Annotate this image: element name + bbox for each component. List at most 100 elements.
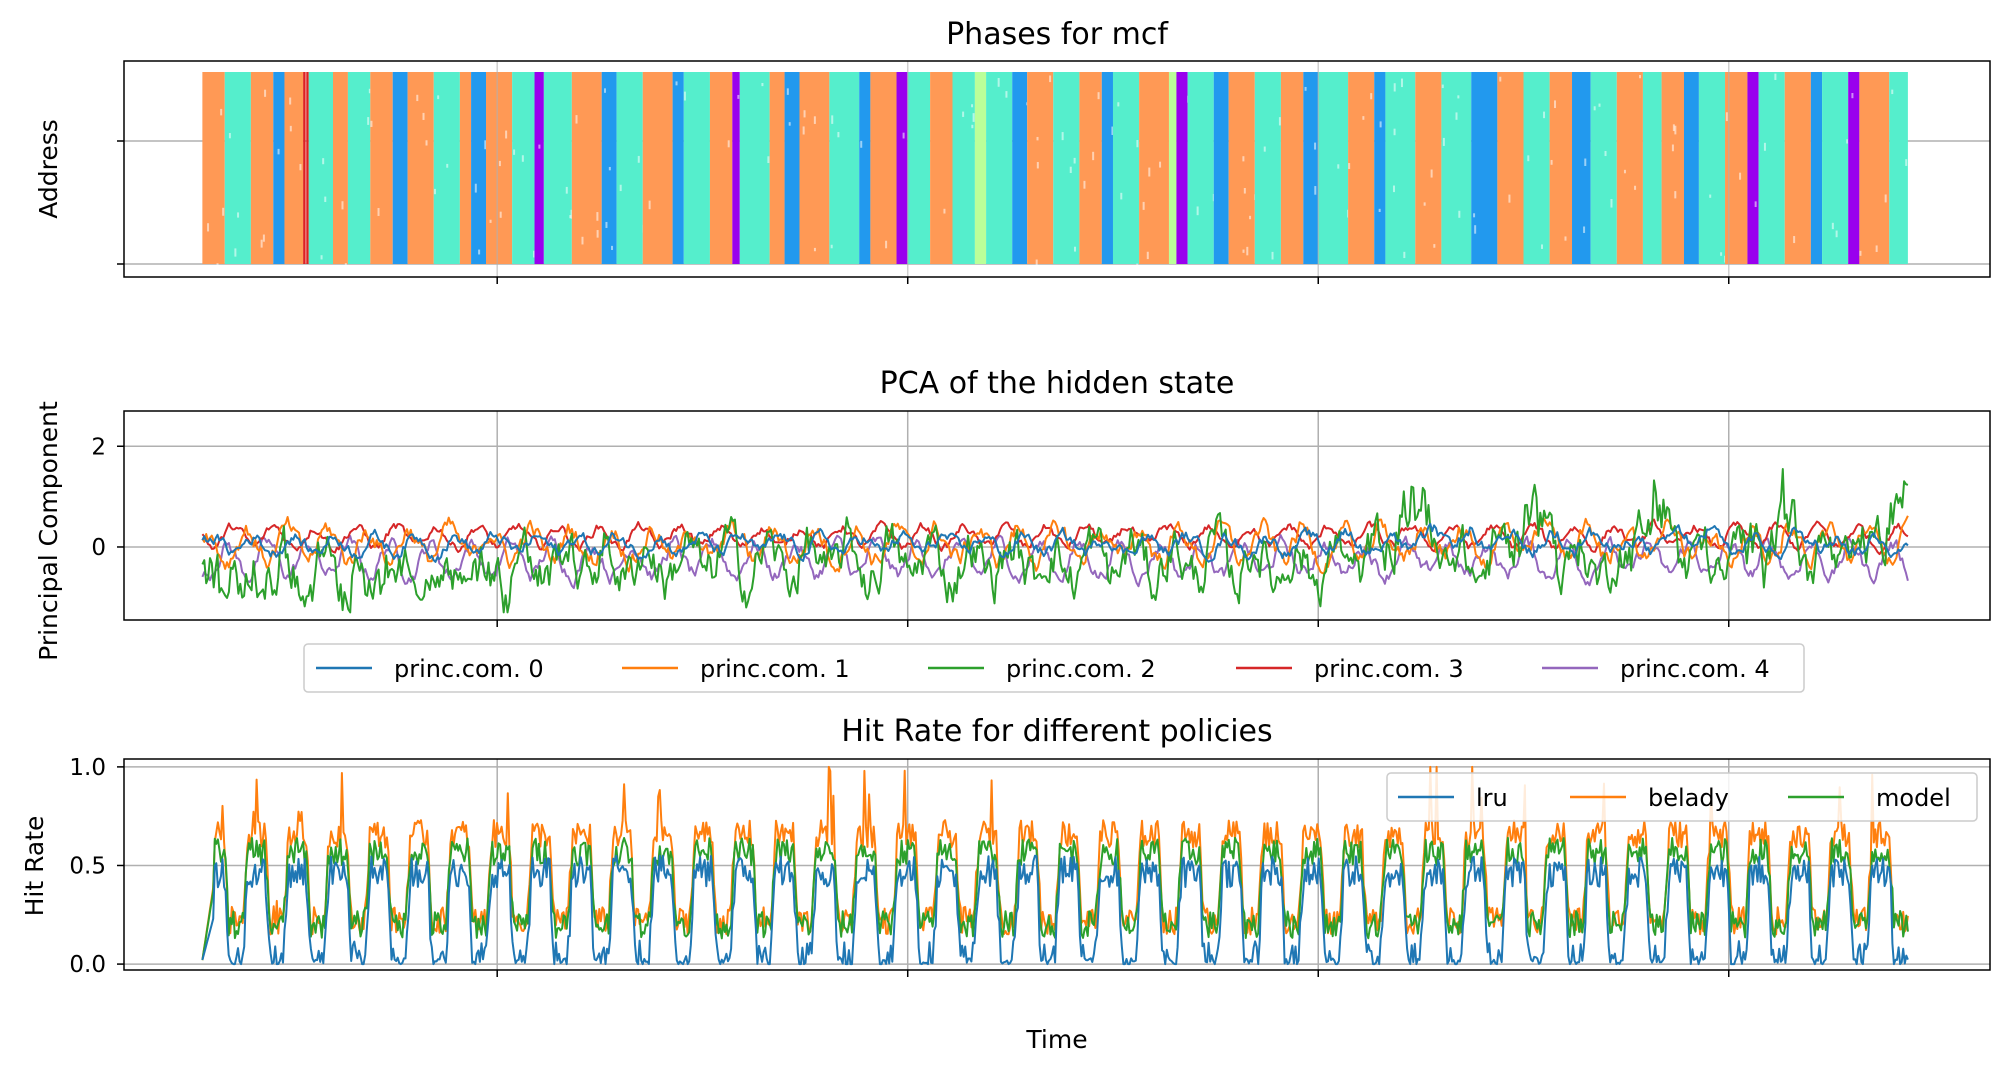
phase-band [1848, 72, 1860, 264]
phase-band [709, 72, 733, 264]
phase-band [1228, 72, 1255, 264]
phase-speckle [220, 108, 223, 116]
phase-speckle [416, 94, 419, 102]
phase-speckle [1142, 201, 1145, 210]
phase-speckle [813, 247, 816, 252]
pca-series [201, 468, 1909, 614]
phase-band [769, 72, 785, 264]
phase-band [1101, 72, 1113, 264]
phase-speckle [619, 184, 622, 192]
phase-band [1810, 72, 1823, 264]
phase-speckle [1271, 251, 1274, 260]
phase-speckle [1441, 84, 1444, 89]
phase-speckle [1543, 111, 1546, 119]
phase-speckle [1610, 199, 1613, 208]
phase-speckle [320, 255, 323, 260]
phase-speckle [1835, 230, 1838, 238]
phase-speckle [1073, 157, 1076, 164]
phase-speckle [648, 200, 651, 210]
phase-band [732, 72, 740, 264]
phase-speckle [1550, 159, 1553, 165]
phase-speckle [216, 263, 219, 271]
phase-speckle [1583, 226, 1586, 233]
phase-band [829, 72, 860, 264]
phase-band [1698, 72, 1726, 264]
phase-speckle [1709, 194, 1712, 198]
phase-speckle [425, 140, 428, 146]
phase-speckle [499, 211, 502, 218]
hitrate-line-lru [201, 854, 1909, 966]
phase-speckle [368, 88, 371, 94]
phase-band [1012, 72, 1028, 264]
phase-speckle [1069, 166, 1072, 174]
phase-speckle [1083, 180, 1086, 189]
phase-speckle [1304, 86, 1307, 91]
pca-yticks: 20 [91, 434, 124, 561]
phase-speckle [237, 212, 240, 218]
phase-speckle [422, 112, 425, 120]
phase-speckle [972, 113, 975, 122]
phase-speckle [1111, 126, 1114, 135]
phase-band [1415, 72, 1442, 264]
phase-band [1374, 72, 1386, 264]
phase-band [1280, 72, 1304, 264]
phase-speckle [1604, 150, 1607, 157]
phase-band [896, 72, 908, 264]
hitrate-yticks: 1.0 0.5 0.0 [69, 755, 124, 978]
phase-speckle [264, 89, 267, 97]
phase-speckle [1859, 250, 1862, 256]
phases-title: Phases for mcf [946, 17, 1169, 52]
phase-band [1254, 72, 1281, 264]
phase-band [1168, 72, 1177, 264]
phase-speckle [727, 140, 730, 148]
pca-line-1 [201, 515, 1909, 575]
phase-speckle [1584, 158, 1587, 166]
phase-band [202, 72, 225, 264]
phase-speckle [1120, 192, 1123, 200]
pca-ytick-label: 2 [91, 434, 106, 460]
phase-speckle [1442, 137, 1445, 146]
phase-band [784, 72, 800, 264]
phase-speckle [1159, 161, 1162, 168]
phase-speckle [997, 78, 1000, 87]
phase-speckle [299, 164, 302, 171]
phase-band [308, 72, 333, 264]
phase-band [1642, 72, 1662, 264]
phase-band [543, 72, 572, 264]
phase-speckle [1891, 89, 1894, 95]
phase-band [616, 72, 643, 264]
pca-title: PCA of the hidden state [880, 366, 1235, 401]
phase-speckle [377, 208, 380, 216]
phase-speckle [1314, 186, 1317, 195]
phase-speckle [1036, 136, 1039, 141]
phase-speckle [1541, 244, 1544, 249]
phase-speckle [1458, 210, 1461, 218]
phase-speckle [1400, 78, 1403, 88]
phase-speckle [1242, 249, 1245, 253]
legend-pc2: princ.com. 2 [1006, 655, 1156, 683]
phase-speckle [1243, 188, 1246, 194]
phase-band [1859, 72, 1890, 264]
phase-speckle [1246, 246, 1249, 256]
phase-speckle [322, 158, 325, 165]
phase-band [1497, 72, 1524, 264]
phase-speckle [446, 163, 449, 168]
phase-speckle [565, 186, 568, 194]
phase-band [1758, 72, 1785, 264]
phase-speckle [786, 88, 789, 95]
phase-band [870, 72, 897, 264]
legend-pc1: princ.com. 1 [700, 655, 850, 683]
phase-band [1027, 72, 1054, 264]
phase-speckle [837, 131, 840, 138]
phase-speckle [788, 122, 791, 126]
phase-speckle [1457, 95, 1460, 99]
phase-band [1590, 72, 1617, 264]
pca-line-0 [201, 522, 1909, 563]
phase-speckle [1378, 208, 1381, 212]
phase-band [799, 72, 830, 264]
pca-panel: PCA of the hidden state Principal Compon… [34, 366, 1991, 693]
phase-speckle [637, 155, 640, 163]
phase-band [224, 72, 251, 264]
phase-speckle [277, 148, 280, 155]
phases-frame [123, 60, 1991, 278]
